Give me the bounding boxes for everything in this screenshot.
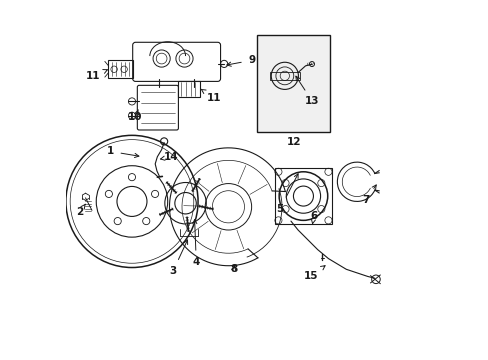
Text: 8: 8	[230, 264, 237, 274]
Text: 2: 2	[76, 204, 85, 217]
Text: 3: 3	[169, 240, 187, 276]
Text: 11: 11	[200, 89, 221, 103]
Text: 5: 5	[276, 174, 298, 213]
Bar	[257, 35, 329, 132]
Bar	[108, 60, 132, 78]
Text: 6: 6	[310, 211, 317, 224]
Bar	[178, 81, 200, 97]
Text: 11: 11	[85, 69, 107, 81]
Text: 7: 7	[362, 185, 375, 204]
Text: 1: 1	[107, 147, 139, 158]
Bar	[274, 168, 331, 224]
Bar	[269, 72, 299, 80]
Text: 4: 4	[192, 220, 200, 267]
Text: 14: 14	[160, 152, 178, 162]
Text: 15: 15	[303, 266, 325, 282]
Text: 10: 10	[128, 110, 142, 122]
Text: 13: 13	[295, 76, 319, 107]
Text: 12: 12	[286, 138, 300, 148]
Text: 9: 9	[226, 55, 255, 66]
